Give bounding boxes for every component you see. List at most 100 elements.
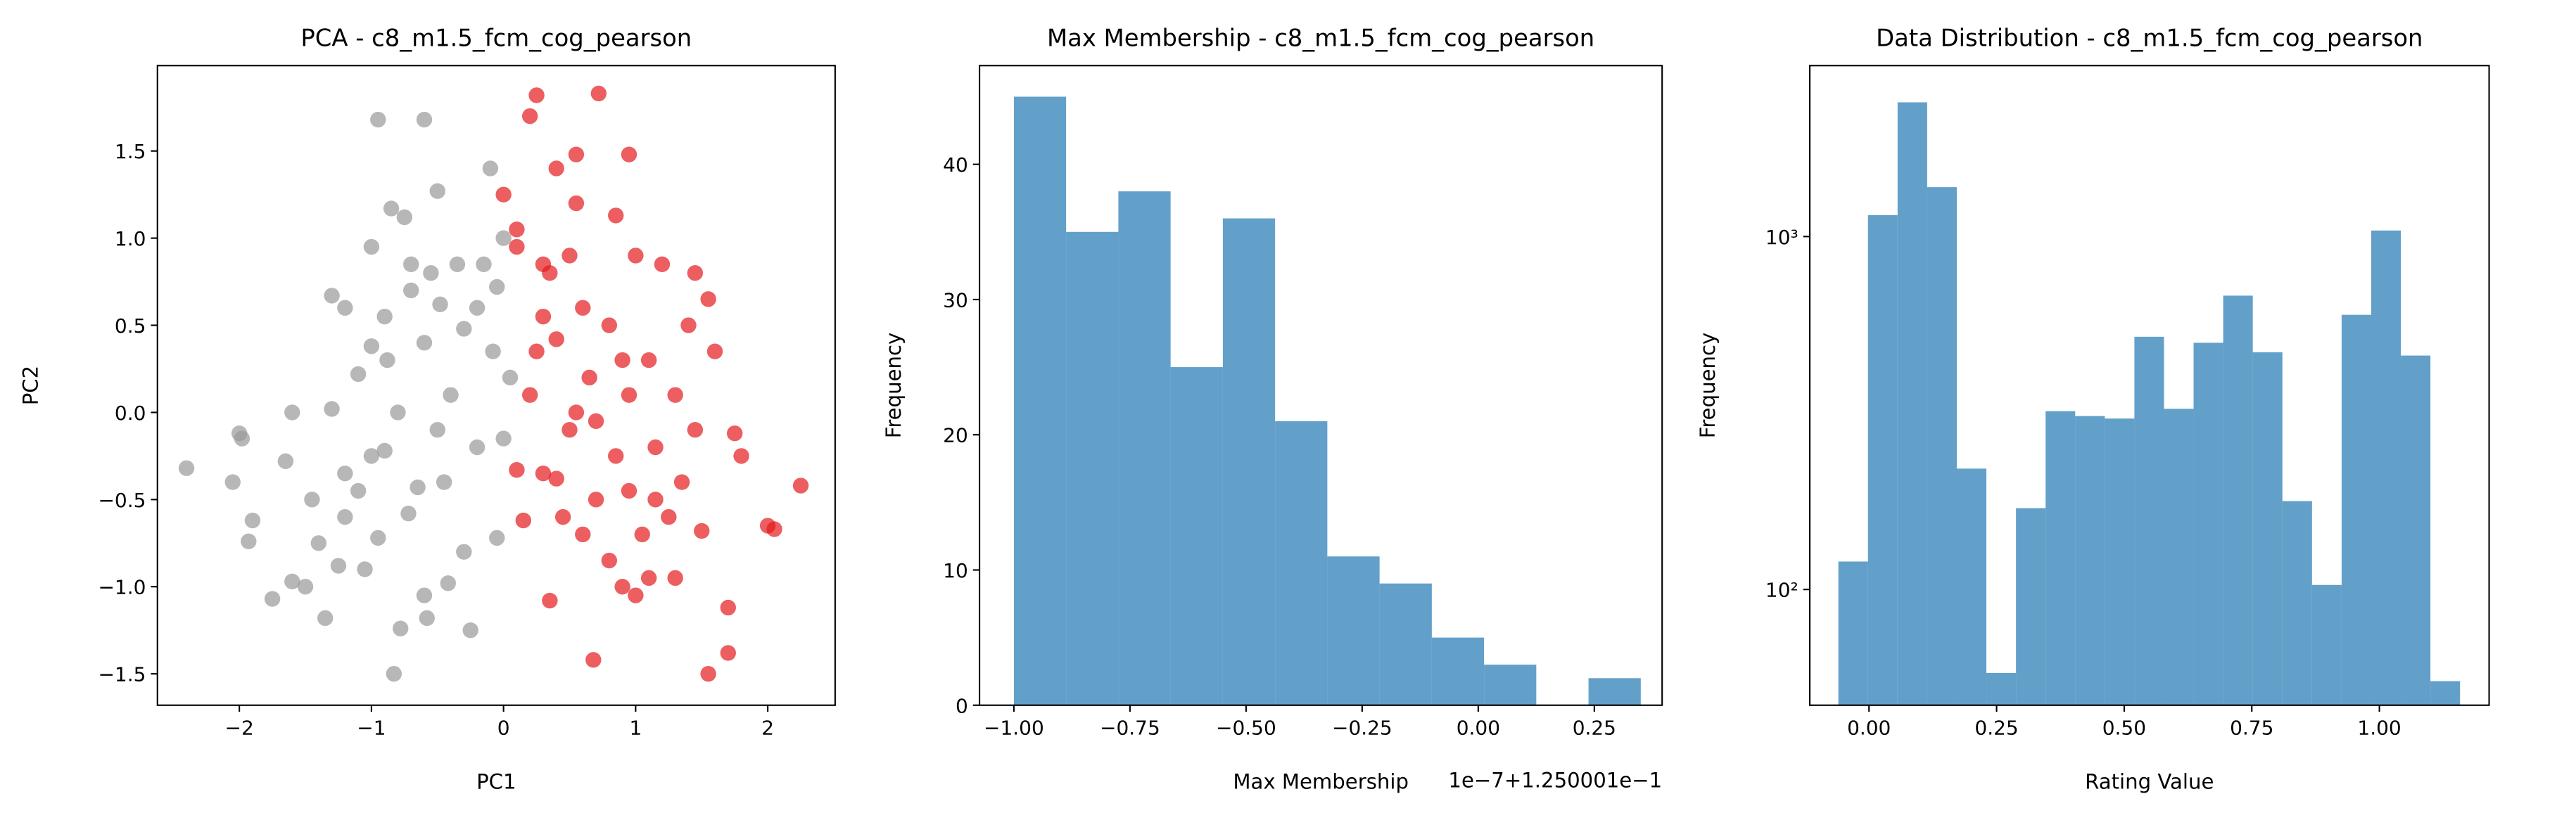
point xyxy=(357,561,373,577)
bar xyxy=(1327,556,1380,705)
point xyxy=(535,308,552,325)
bar xyxy=(1588,678,1641,705)
point xyxy=(700,291,716,307)
bar xyxy=(2075,416,2105,705)
chart-title: Max Membership - c8_m1.5_fcm_cog_pearson xyxy=(1047,24,1594,51)
point xyxy=(647,439,664,456)
y-tick-label: 30 xyxy=(943,288,968,312)
point xyxy=(400,505,417,522)
point xyxy=(416,111,433,128)
x-axis-label: Max Membership xyxy=(1233,770,1409,794)
x-tick-label: 2 xyxy=(761,717,774,740)
point xyxy=(324,401,340,417)
point xyxy=(324,288,340,304)
point xyxy=(535,256,552,272)
point xyxy=(548,331,564,347)
point xyxy=(588,413,604,430)
bar xyxy=(1431,637,1485,705)
axes-frame xyxy=(979,65,1663,706)
point xyxy=(416,335,433,351)
bar xyxy=(1867,214,1898,705)
bar xyxy=(1956,468,1987,705)
point xyxy=(476,256,492,272)
point xyxy=(634,526,650,543)
chart-title: PCA - c8_m1.5_fcm_cog_pearson xyxy=(300,24,692,51)
point xyxy=(393,620,409,636)
y-tick-label: 10³ xyxy=(1765,226,1798,249)
y-tick-label: 20 xyxy=(943,424,968,447)
y-axis-label: Frequency xyxy=(882,333,906,439)
point xyxy=(733,448,749,464)
point xyxy=(585,652,602,668)
point xyxy=(515,512,531,529)
point xyxy=(456,544,472,560)
point xyxy=(667,570,683,587)
point xyxy=(376,442,393,459)
point xyxy=(509,222,525,238)
bar xyxy=(2016,508,2046,705)
point xyxy=(370,111,386,128)
bar xyxy=(2223,295,2253,705)
bar xyxy=(2401,355,2431,705)
point xyxy=(568,195,585,212)
bar xyxy=(2311,584,2342,705)
point xyxy=(390,404,406,421)
point xyxy=(509,238,525,255)
point xyxy=(680,317,697,333)
y-tick-label: 1.5 xyxy=(115,140,146,163)
point xyxy=(337,465,353,482)
point xyxy=(640,352,657,369)
point xyxy=(495,230,512,246)
point xyxy=(568,146,585,162)
x-tick-label: 0.75 xyxy=(2230,717,2273,740)
point xyxy=(379,352,395,369)
bar xyxy=(1838,561,1868,705)
point xyxy=(706,343,723,359)
point xyxy=(575,300,591,316)
point xyxy=(462,622,478,639)
point xyxy=(548,160,564,177)
point xyxy=(601,552,618,569)
y-tick-label: 10 xyxy=(943,559,968,582)
y-tick-label: 0.5 xyxy=(115,314,146,338)
y-axis-label: PC2 xyxy=(19,366,43,405)
bar xyxy=(1275,421,1328,705)
point xyxy=(502,369,519,386)
y-axis-label: Frequency xyxy=(1696,333,1720,439)
point xyxy=(386,665,402,682)
point xyxy=(628,587,644,603)
point xyxy=(542,592,558,609)
x-axis-label: PC1 xyxy=(476,770,516,794)
point xyxy=(363,238,380,255)
point xyxy=(568,404,585,421)
point xyxy=(608,207,624,224)
point xyxy=(621,482,637,499)
bar xyxy=(2371,230,2401,705)
bar xyxy=(1222,218,1276,705)
point xyxy=(350,366,367,383)
point xyxy=(337,508,353,525)
bar xyxy=(2105,418,2135,705)
point xyxy=(590,85,607,102)
bar xyxy=(1379,583,1432,705)
point xyxy=(416,587,433,603)
point xyxy=(429,422,445,438)
point xyxy=(647,492,664,508)
y-tick-label: 10² xyxy=(1765,579,1798,602)
point xyxy=(330,558,347,574)
point xyxy=(432,296,448,312)
point xyxy=(297,579,314,595)
point xyxy=(628,248,644,264)
point xyxy=(396,209,413,226)
x-tick-label: 1.00 xyxy=(2357,717,2401,740)
x-tick-label: −1 xyxy=(357,717,386,740)
point xyxy=(376,308,393,325)
point xyxy=(694,523,710,539)
y-tick-label: 40 xyxy=(943,153,968,177)
point xyxy=(720,599,736,616)
x-tick-label: 0.25 xyxy=(1974,717,2018,740)
point xyxy=(792,478,809,494)
point xyxy=(363,338,380,354)
y-tick-label: −0.5 xyxy=(99,489,146,512)
point xyxy=(284,404,300,421)
